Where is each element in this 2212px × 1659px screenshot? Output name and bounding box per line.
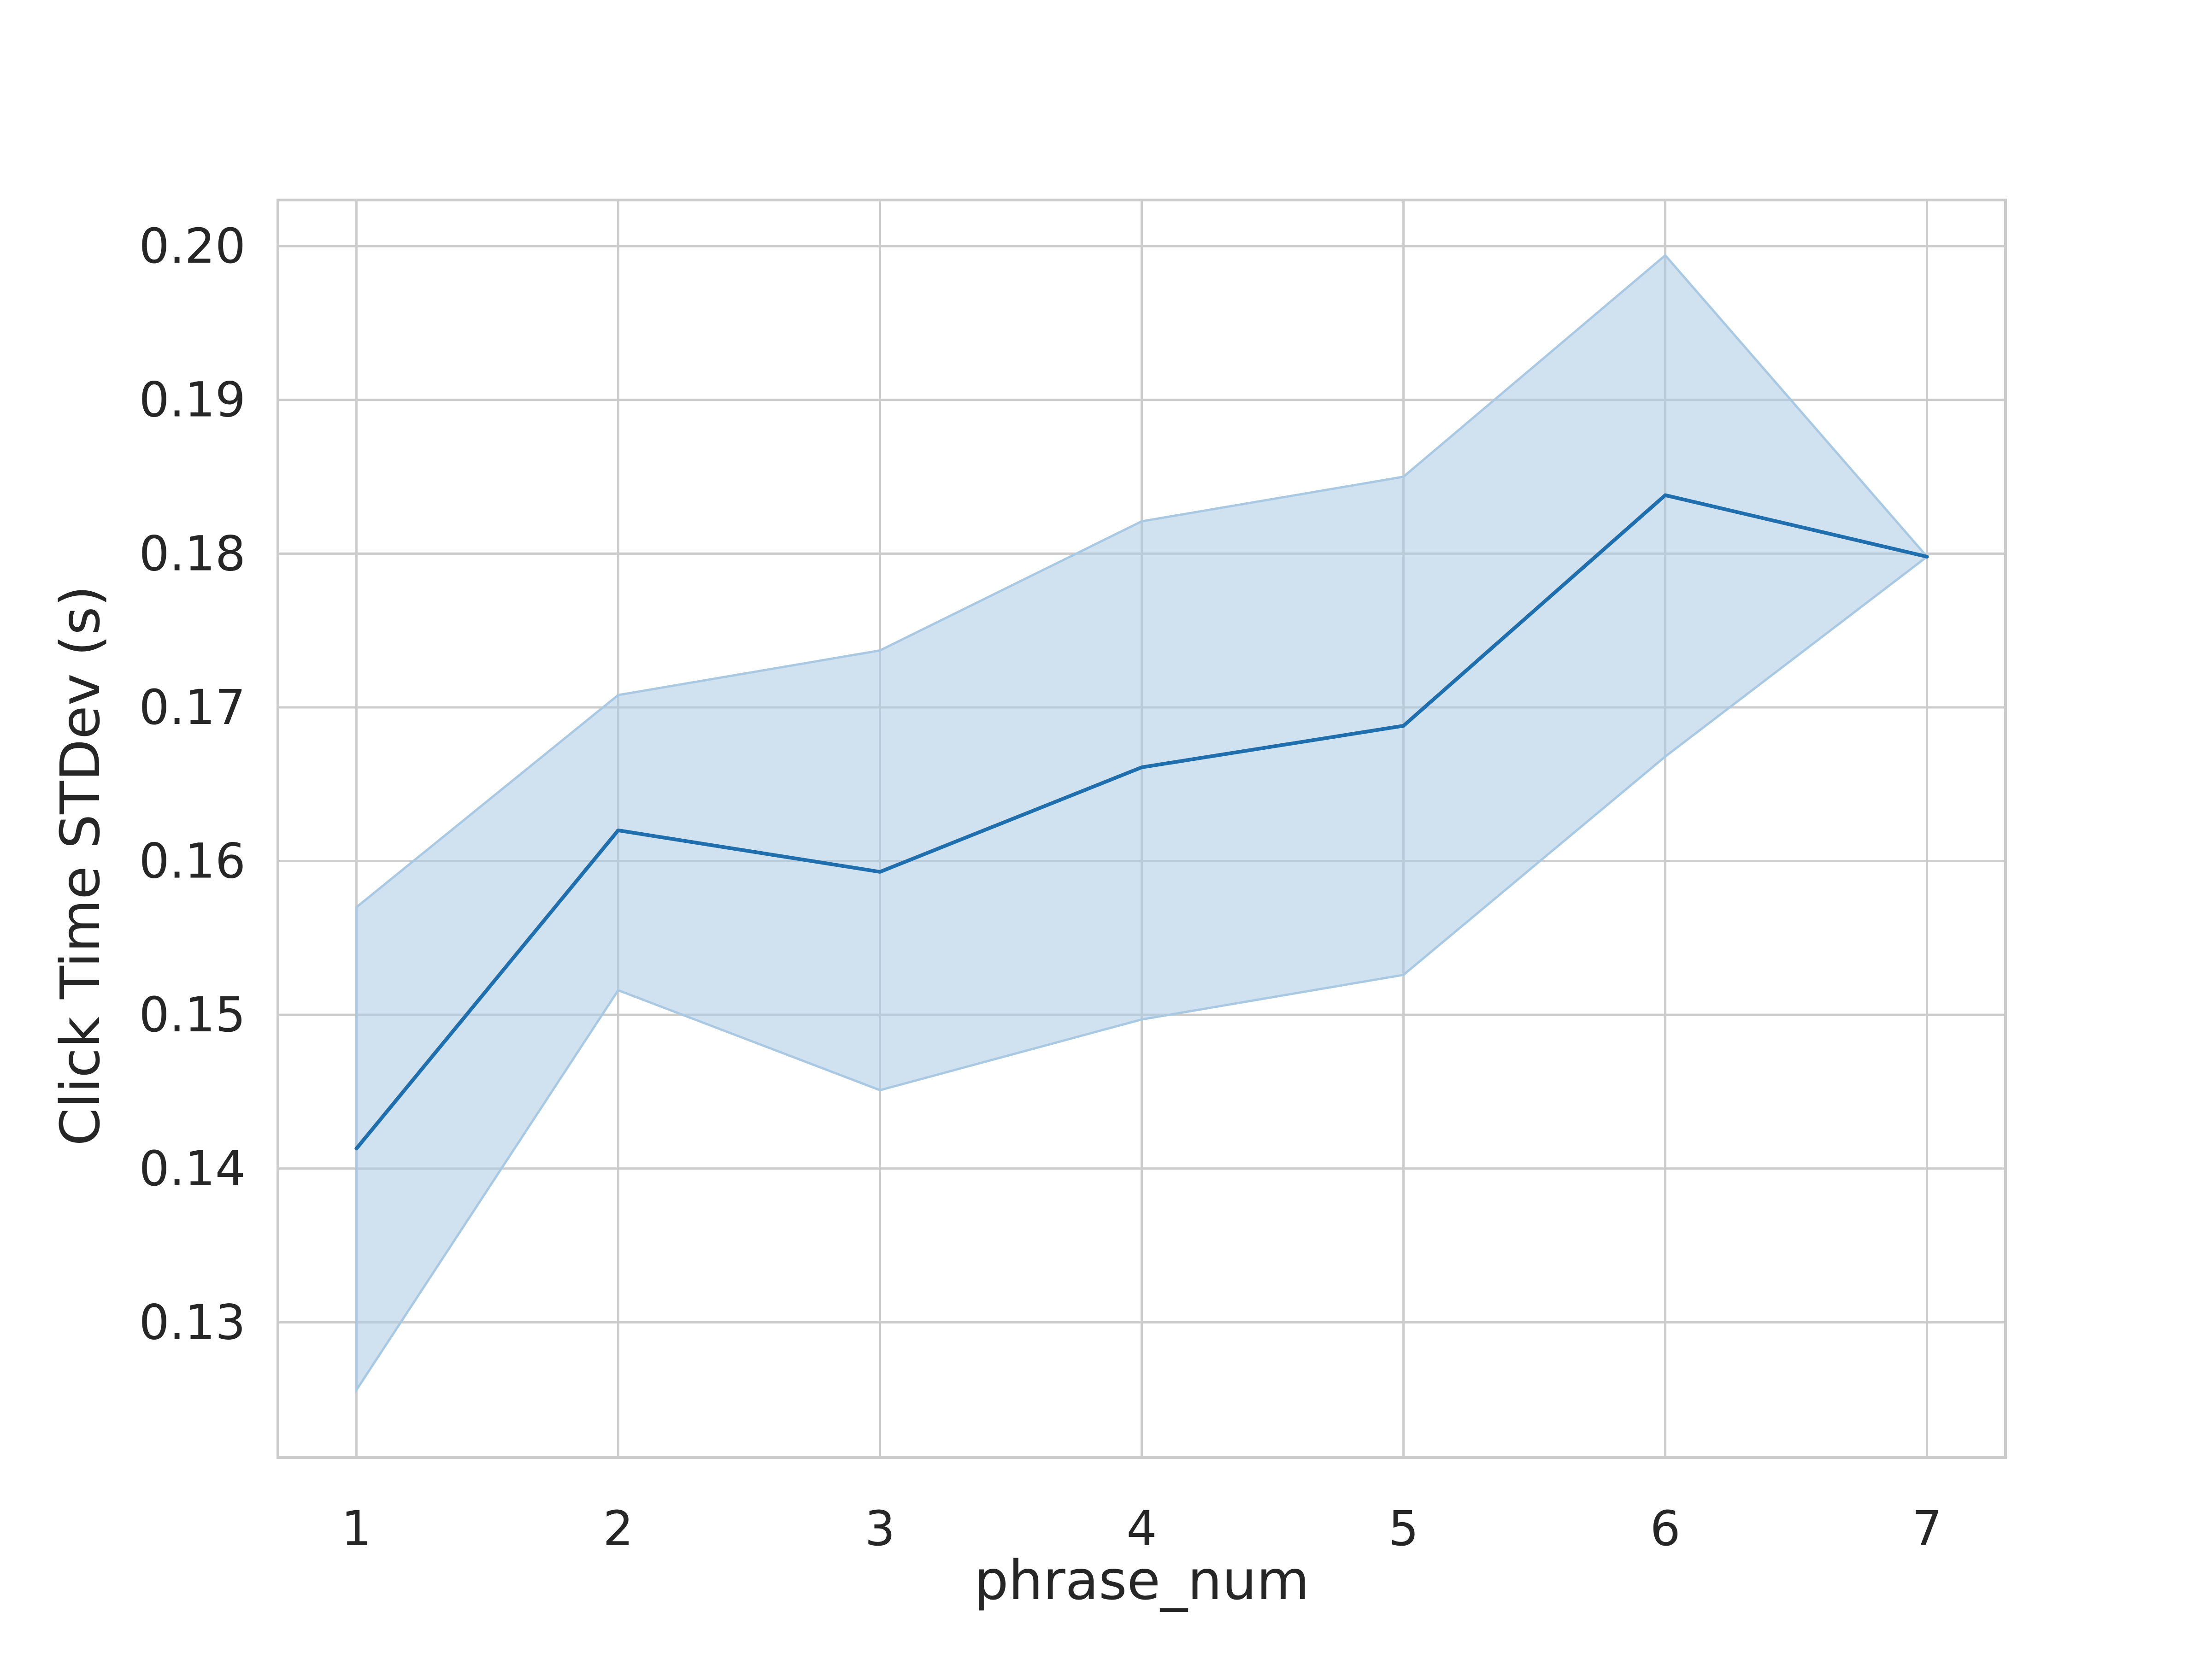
x-axis-label: phrase_num xyxy=(974,1548,1309,1612)
y-axis-label: Click Time STDev (s) xyxy=(48,585,112,1146)
plot-frame xyxy=(276,199,2007,1459)
y-tick-labels: 0.13 0.14 0.15 0.16 0.17 0.18 0.19 0.20 xyxy=(139,218,246,1350)
x-tick-label: 3 xyxy=(865,1500,895,1557)
series-line-layer xyxy=(354,493,1929,1151)
x-tick-label: 4 xyxy=(1126,1500,1157,1557)
y-tick-label: 0.20 xyxy=(139,218,246,274)
y-tick-label: 0.19 xyxy=(139,372,246,428)
x-tick-label: 1 xyxy=(341,1500,371,1557)
x-tick-label: 2 xyxy=(603,1500,633,1557)
confidence-band-layer xyxy=(355,253,1929,1394)
y-tick-label: 0.13 xyxy=(139,1294,246,1350)
confidence-band xyxy=(355,253,1929,1394)
x-tick-label: 7 xyxy=(1912,1500,1942,1557)
y-tick-label: 0.17 xyxy=(139,679,246,735)
y-tick-label: 0.14 xyxy=(139,1141,246,1197)
y-tick-label: 0.16 xyxy=(139,833,246,889)
x-tick-labels: 1 2 3 4 5 6 7 xyxy=(341,1500,1942,1557)
x-tick-label: 6 xyxy=(1650,1500,1680,1557)
x-tick-label: 5 xyxy=(1388,1500,1418,1557)
y-tick-label: 0.15 xyxy=(139,987,246,1043)
series-line xyxy=(354,493,1929,1151)
y-tick-label: 0.18 xyxy=(139,525,246,582)
